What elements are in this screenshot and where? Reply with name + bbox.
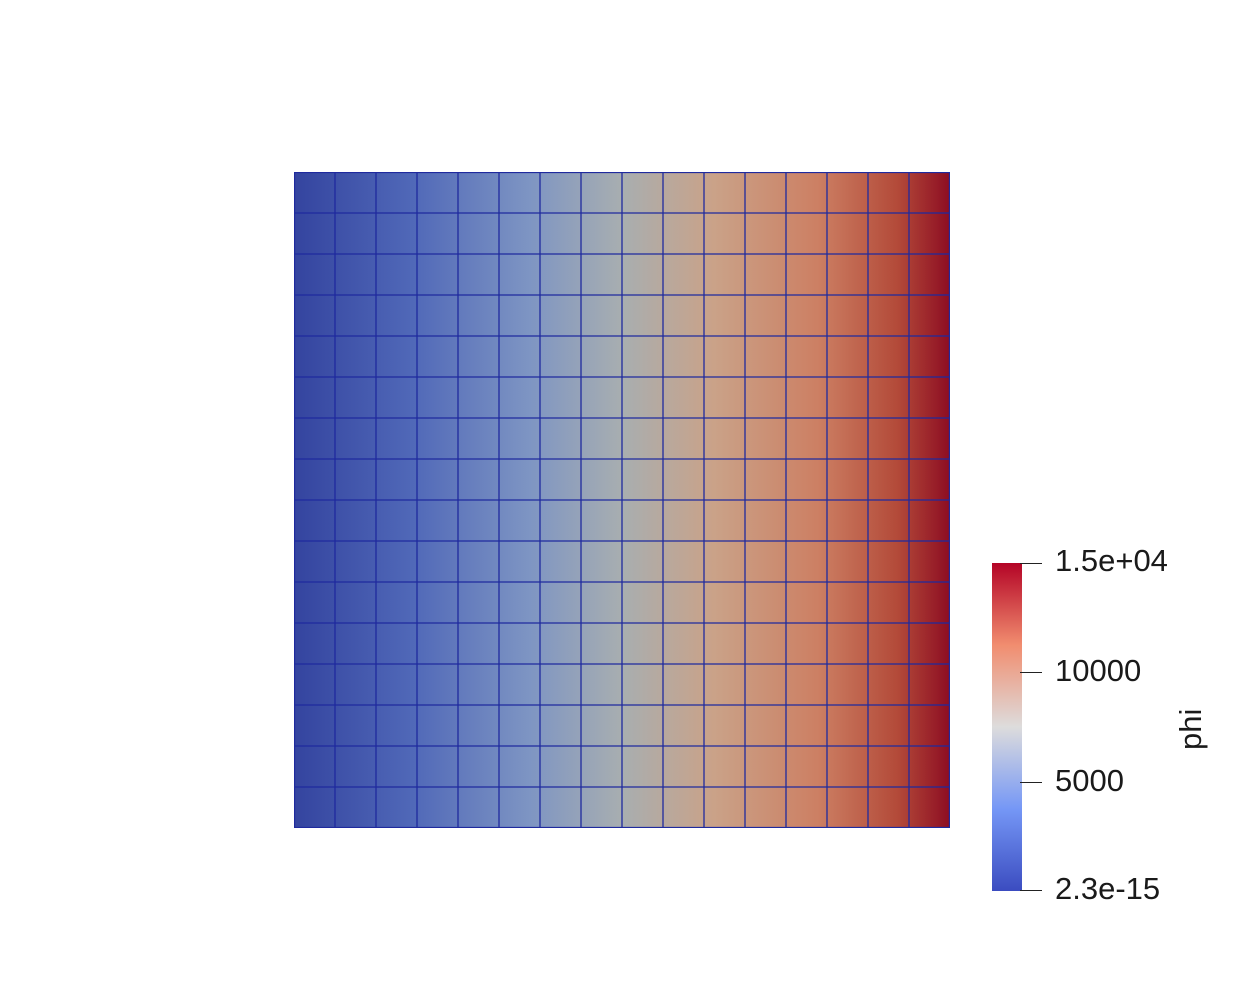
- mesh-plot[interactable]: [294, 172, 950, 828]
- colorbar-label-max: 1.5e+04: [1055, 543, 1168, 578]
- colorbar: [992, 563, 1022, 891]
- colorbar-gradient: [992, 563, 1022, 891]
- colorbar-tick-10000: [1020, 672, 1042, 673]
- colorbar-label-10000: 10000: [1055, 653, 1142, 688]
- colorbar-label-5000: 5000: [1055, 763, 1124, 798]
- colorbar-tick-min: [1020, 890, 1042, 891]
- colorbar-tick-max: [1020, 563, 1042, 564]
- mesh-grid-lines: [294, 172, 950, 828]
- colorbar-tick-5000: [1020, 782, 1042, 783]
- colorbar-label-min: 2.3e-15: [1055, 871, 1161, 906]
- colorbar-title: phi: [1173, 708, 1208, 750]
